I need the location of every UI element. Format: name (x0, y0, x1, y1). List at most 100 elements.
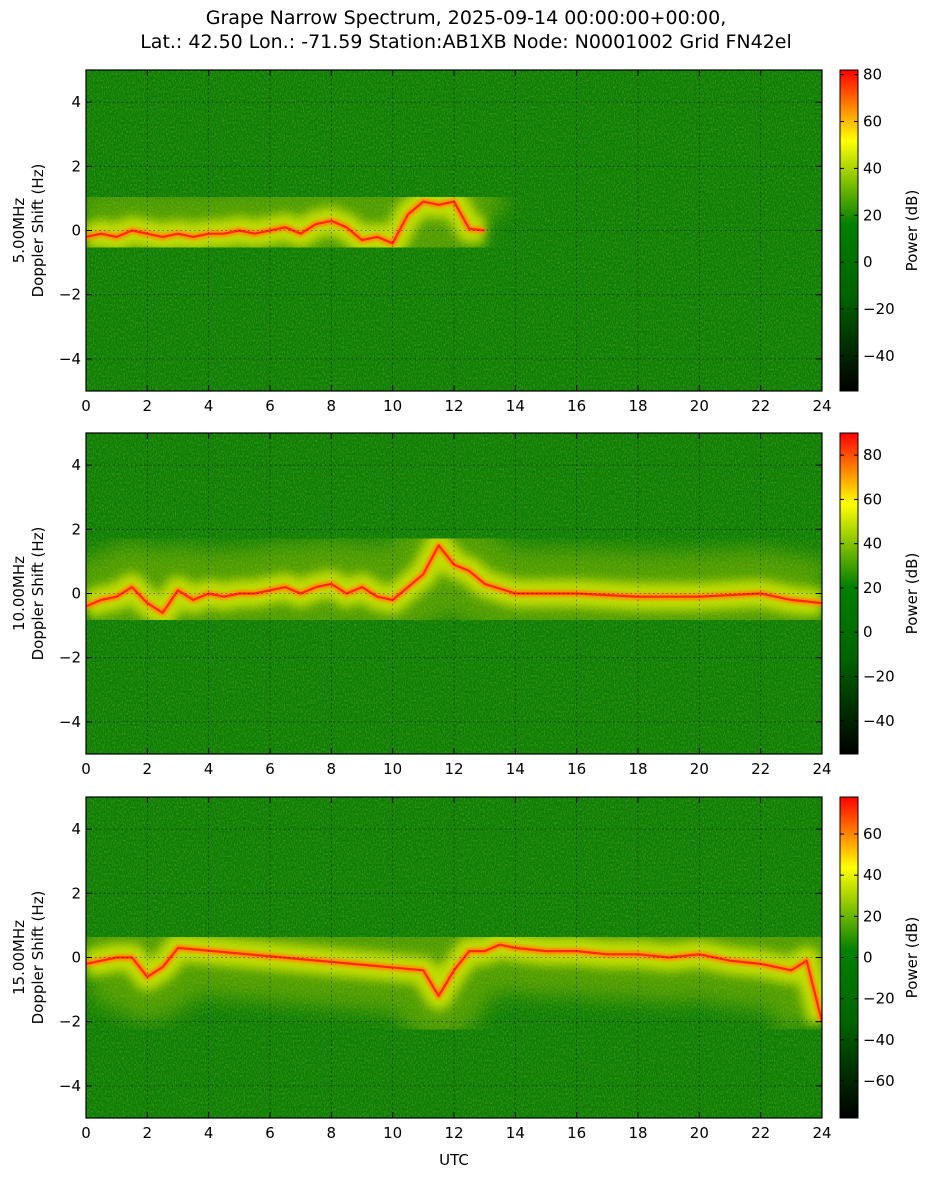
x-tick-label: 20 (690, 1124, 709, 1142)
colorbar-tick-label: 20 (863, 206, 882, 224)
ylabel-doppler-5mhz: Doppler Shift (Hz) (29, 164, 47, 298)
x-tick-label: 0 (81, 1124, 91, 1142)
x-tick-label: 16 (567, 397, 586, 415)
x-tick-label: 0 (81, 760, 91, 778)
y-tick-label: 0 (71, 949, 81, 967)
x-tick-label: 10 (383, 760, 402, 778)
x-tick-label: 2 (143, 760, 153, 778)
colorbar-5mhz: −40 −20 0 20 40 60 80 (839, 66, 895, 392)
x-tick-label: 8 (327, 397, 337, 415)
colorbar-tick-label: −60 (863, 1072, 895, 1090)
y-tick-label: −4 (59, 713, 81, 731)
x-tick-label: 16 (567, 760, 586, 778)
figure-title-line2: Lat.: 42.50 Lon.: -71.59 Station:AB1XB N… (140, 31, 792, 53)
x-tick-label: 24 (812, 397, 831, 415)
spectrogram-15mhz (86, 797, 822, 1118)
x-tick-label: 22 (751, 760, 770, 778)
x-tick-label: 22 (751, 397, 770, 415)
colorbar-tick-label: 60 (863, 825, 882, 843)
grid-lines (86, 70, 822, 391)
colorbar-tick-label: −40 (863, 1031, 895, 1049)
x-tick-label: 20 (690, 760, 709, 778)
x-ticks-15mhz: 0 2 4 6 8 10 12 14 16 18 20 22 24 (81, 797, 832, 1142)
colorbar-label-5mhz: Power (dB) (903, 190, 921, 272)
y-ticks-15mhz: −4 −2 0 2 4 (59, 820, 822, 1095)
y-tick-label: 2 (71, 157, 81, 175)
x-tick-label: 4 (204, 760, 214, 778)
x-tick-label: 14 (506, 397, 525, 415)
x-ticks-10mhz: 0 2 4 6 8 10 12 14 16 18 20 22 24 (81, 433, 832, 778)
colorbar-tick-label: 0 (863, 623, 873, 641)
colorbar-gradient (839, 69, 859, 392)
spectrogram-5mhz (86, 70, 822, 391)
x-tick-label: 18 (628, 397, 647, 415)
y-tick-label: −2 (59, 1013, 81, 1031)
ylabel-band-10mhz: 10.00MHz (10, 556, 28, 631)
colorbar-tick-label: 20 (863, 907, 882, 925)
x-tick-label: 22 (751, 1124, 770, 1142)
y-tick-label: −2 (59, 286, 81, 304)
colorbar-tick-label: 40 (863, 159, 882, 177)
x-tick-label: 4 (204, 1124, 214, 1142)
y-tick-label: 4 (71, 456, 81, 474)
ylabel-band-15mhz: 15.00MHz (10, 920, 28, 995)
x-tick-label: 4 (204, 397, 214, 415)
x-tick-label: 14 (506, 1124, 525, 1142)
colorbar-tick-label: 60 (863, 113, 882, 131)
y-tick-label: −4 (59, 1077, 81, 1095)
x-tick-label: 24 (812, 760, 831, 778)
y-tick-label: −4 (59, 350, 81, 368)
colorbar-tick-label: −20 (863, 990, 895, 1008)
colorbar-tick-label: 80 (863, 446, 882, 464)
colorbar-tick-label: 0 (863, 949, 873, 967)
x-tick-label: 12 (444, 760, 463, 778)
y-tick-label: 2 (71, 520, 81, 538)
colorbar-tick-label: 40 (863, 535, 882, 553)
y-tick-label: 0 (71, 222, 81, 240)
colorbar-tick-label: 40 (863, 866, 882, 884)
x-tick-label: 10 (383, 397, 402, 415)
x-tick-label: 20 (690, 397, 709, 415)
ylabel-doppler-15mhz: Doppler Shift (Hz) (29, 891, 47, 1025)
colorbar-tick-label: 80 (863, 66, 882, 84)
ylabel-doppler-10mhz: Doppler Shift (Hz) (29, 527, 47, 661)
colorbar-10mhz: −40 −20 0 20 40 60 80 (839, 432, 895, 755)
colorbar-tick-label: −40 (863, 347, 895, 365)
carrier-trace (86, 200, 485, 245)
colorbar-tick-label: 20 (863, 579, 882, 597)
y-ticks-5mhz: −4 −2 0 2 4 (59, 93, 822, 368)
spectrogram-10mhz (86, 433, 822, 754)
x-tick-label: 12 (444, 397, 463, 415)
y-tick-label: −2 (59, 649, 81, 667)
x-tick-label: 24 (812, 1124, 831, 1142)
colorbar-label-10mhz: Power (dB) (903, 553, 921, 635)
y-tick-label: 4 (71, 93, 81, 111)
x-tick-label: 12 (444, 1124, 463, 1142)
x-tick-label: 6 (265, 397, 275, 415)
x-tick-label: 2 (143, 1124, 153, 1142)
colorbar-tick-label: −40 (863, 712, 895, 730)
x-tick-label: 16 (567, 1124, 586, 1142)
ylabel-band-5mhz: 5.00MHz (10, 198, 28, 264)
colorbar-tick-label: −20 (863, 300, 895, 318)
y-ticks-10mhz: −4 −2 0 2 4 (59, 456, 822, 731)
colorbar-tick-label: 0 (863, 253, 873, 271)
figure-title-line1: Grape Narrow Spectrum, 2025-09-14 00:00:… (206, 7, 727, 29)
x-tick-label: 0 (81, 397, 91, 415)
y-tick-label: 4 (71, 820, 81, 838)
x-tick-label: 18 (628, 760, 647, 778)
x-tick-label: 14 (506, 760, 525, 778)
x-tick-label: 10 (383, 1124, 402, 1142)
colorbar-label-15mhz: Power (dB) (903, 917, 921, 999)
colorbar-15mhz: −60 −40 −20 0 20 40 60 (839, 796, 895, 1119)
carrier-trace (86, 943, 822, 1022)
x-tick-label: 2 (143, 397, 153, 415)
colorbar-tick-label: −20 (863, 668, 895, 686)
x-tick-label: 6 (265, 1124, 275, 1142)
x-tick-label: 6 (265, 760, 275, 778)
grid-lines (86, 797, 822, 1118)
